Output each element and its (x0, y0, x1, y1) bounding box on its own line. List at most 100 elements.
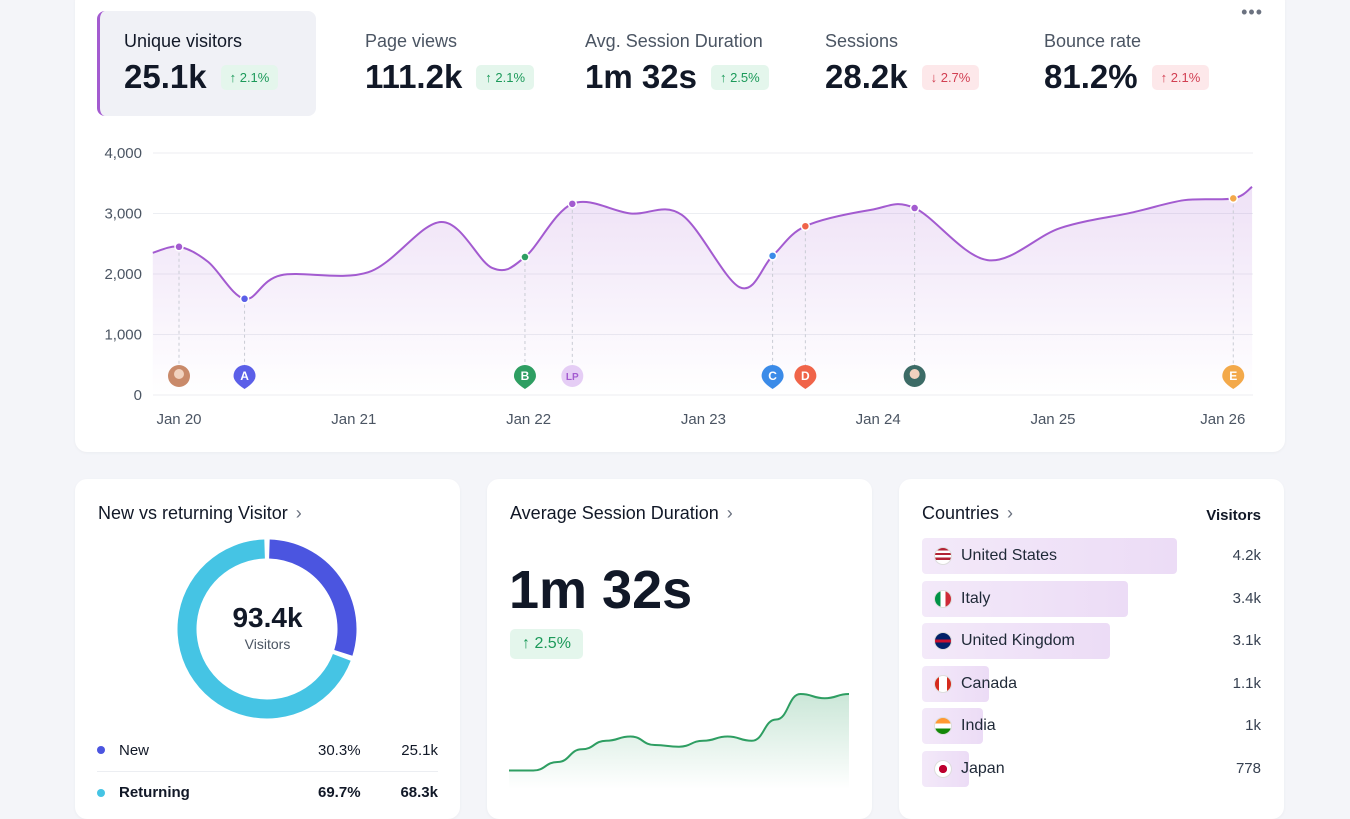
y-tick-label: 4,000 (104, 145, 142, 162)
chevron-right-icon: › (726, 503, 733, 523)
country-row[interactable]: United States 4.2k (922, 538, 1261, 574)
avatar-face (909, 369, 920, 379)
annotation-pin-c (761, 365, 784, 389)
data-point (767, 251, 778, 261)
country-value: 3.1k (1232, 632, 1261, 649)
flag-in-icon (934, 717, 952, 735)
kpi-change-badge: ↑ 2.1% (1151, 64, 1210, 90)
sparkline-line (509, 692, 850, 772)
country-value: 778 (1235, 759, 1261, 777)
flag-ca-icon (934, 674, 952, 693)
data-point (174, 242, 184, 252)
donut-segment-returning (177, 539, 351, 719)
visitors-overview-card: ••• Unique visitors 25.1k ↑ 2.1% Page views… (75, 0, 1285, 452)
data-point (800, 221, 811, 231)
country-row[interactable]: Japan 778 (922, 750, 1261, 787)
chevron-right-icon: › (295, 503, 302, 523)
flag-it-icon (934, 589, 952, 608)
kpi-label: Bounce rate (1044, 31, 1142, 51)
avg-session-card: Average Session Duration › 1m 32s ↑ 2.5% (487, 479, 872, 819)
annotation-label: A (240, 369, 249, 383)
avatar-face (174, 369, 184, 379)
country-bar (922, 708, 983, 744)
kpi-value: 28.2k (825, 58, 908, 95)
kpi-label: Unique visitors (124, 31, 243, 51)
annotation-label: C (768, 369, 777, 383)
legend-pct: 30.3% (318, 741, 361, 759)
kpi-label: Avg. Session Duration (585, 31, 763, 51)
legend-dot (97, 788, 105, 797)
kpi-change-badge: ↑ 2.1% (476, 64, 535, 90)
card-title-link[interactable]: Countries › (922, 503, 1013, 524)
donut-total: 93.4k (232, 602, 303, 633)
kpi-change-badge: ↑ 2.5% (710, 64, 769, 90)
kpi-tab[interactable]: Unique visitors 25.1k ↑ 2.1% (97, 11, 316, 116)
country-bar (922, 538, 1177, 574)
country-name: Canada (961, 674, 1018, 692)
kpi-value: 1m 32s (585, 58, 697, 95)
donut-chart (177, 539, 357, 719)
annotation-label: E (1229, 369, 1237, 383)
y-tick-label: 2,000 (104, 266, 142, 283)
x-tick-label: Jan 23 (681, 411, 726, 428)
x-tick-label: Jan 26 (1200, 411, 1245, 428)
flag-gb-icon (934, 632, 952, 650)
session-change-badge: ↑ 2.5% (510, 629, 583, 659)
country-row[interactable]: United Kingdom 3.1k (922, 623, 1261, 659)
flag-us-icon (934, 547, 952, 565)
donut-total-label: Visitors (244, 636, 291, 652)
y-tick-label: 0 (134, 387, 142, 404)
legend-value: 68.3k (400, 784, 438, 801)
x-tick-label: Jan 24 (856, 411, 901, 428)
legend-pct: 69.7% (318, 784, 361, 801)
card-title: New vs returning Visitor (98, 503, 288, 523)
legend-row: Returning 69.7% 68.3k (97, 771, 438, 813)
y-tick-label: 3,000 (104, 206, 142, 223)
x-tick-label: Jan 25 (1030, 411, 1075, 428)
sparkline-fill (509, 694, 849, 789)
kpi-change-badge: ↑ 2.1% (220, 64, 279, 90)
kpi-tab[interactable]: Sessions 28.2k ↓ 2.7% (801, 11, 1003, 116)
data-point (567, 199, 578, 209)
card-title: Countries (922, 503, 1000, 523)
flag-jp-icon (934, 759, 952, 778)
kpi-tab[interactable]: Page views 111.2k ↑ 2.1% (341, 11, 558, 116)
kpi-value: 111.2k (365, 58, 463, 95)
session-value: 1m 32s (509, 560, 693, 620)
donut-segment-new (268, 539, 357, 656)
legend-label: New (119, 741, 150, 759)
data-point (909, 203, 920, 213)
country-name: United Kingdom (961, 632, 1075, 649)
area-fill (152, 186, 1253, 395)
legend-label: Returning (119, 784, 190, 801)
kpi-tab[interactable]: Bounce rate 81.2% ↑ 2.1% (1020, 11, 1233, 116)
visitors-chart: 0 1,000 2,000 3,000 4,000 Jan 20 Jan 21 Jan 22 J… (104, 145, 1253, 428)
kpi-change-badge: ↓ 2.7% (921, 64, 980, 90)
card-title-link[interactable]: New vs returning Visitor › (98, 503, 302, 524)
annotation-pin-b (513, 365, 536, 389)
annotation-pin-d (794, 365, 817, 389)
country-row[interactable]: Canada 1.1k (922, 665, 1261, 702)
kpi-value: 81.2% (1044, 58, 1138, 95)
annotation-label: D (801, 369, 810, 383)
card-title-link[interactable]: Average Session Duration › (510, 503, 733, 524)
kpi-value: 25.1k (124, 58, 207, 95)
x-tick-label: Jan 21 (331, 411, 376, 428)
country-row[interactable]: India 1k (922, 708, 1261, 744)
more-horizontal-icon[interactable]: ••• (1241, 2, 1263, 22)
x-tick-label: Jan 22 (506, 411, 551, 428)
country-row[interactable]: Italy 3.4k (922, 580, 1261, 617)
new-vs-returning-card: New vs returning Visitor › 93.4k Visitors… (75, 479, 460, 819)
chevron-right-icon: › (1007, 503, 1014, 523)
annotation-label: LP (566, 372, 579, 383)
annotation-pin-e (1222, 365, 1245, 389)
country-name: Italy (961, 589, 991, 607)
data-point (520, 252, 530, 262)
kpi-label: Page views (365, 31, 458, 51)
country-name: Japan (961, 759, 1005, 777)
legend-row: New 30.3% 25.1k (97, 729, 438, 771)
kpi-tab[interactable]: Avg. Session Duration 1m 32s ↑ 2.5% (561, 11, 793, 116)
country-value: 1.1k (1232, 674, 1261, 692)
countries-card: Countries › Visitors United States 4.2k Ita… (899, 479, 1284, 819)
annotation-badge-lp (561, 365, 584, 387)
